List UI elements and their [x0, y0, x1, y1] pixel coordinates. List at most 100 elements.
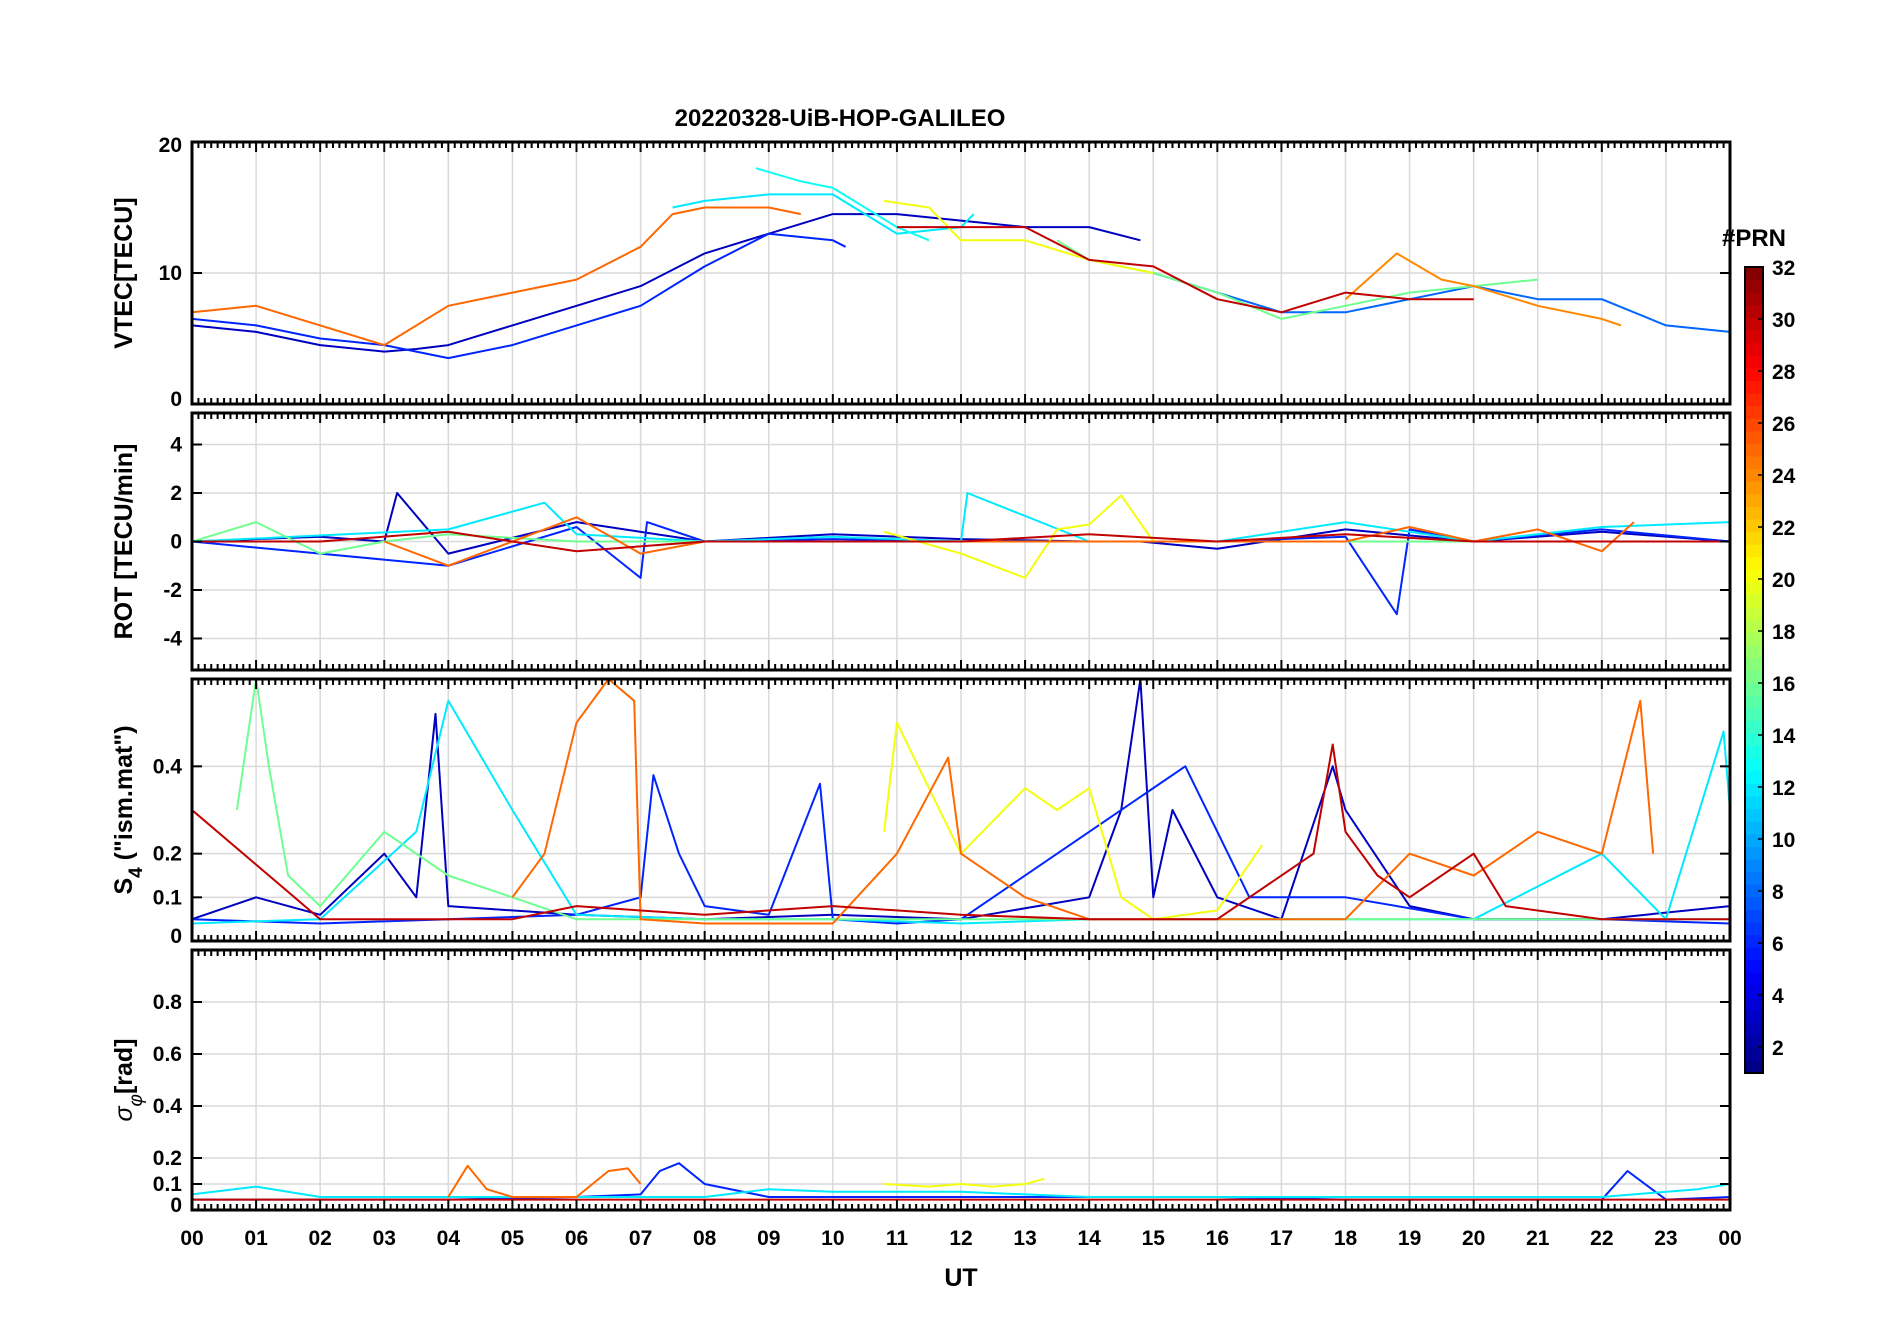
colorbar-tick-label: 14 — [1772, 725, 1796, 748]
series-line-prn-25 — [511, 679, 1655, 925]
colorbar-segment — [1745, 783, 1763, 797]
series-line-prn-30 — [192, 530, 1730, 553]
series-line-prn-30 — [896, 226, 1474, 314]
series-group — [192, 167, 1730, 360]
colorbar-segment — [1745, 292, 1763, 306]
colorbar-frame — [1744, 266, 1764, 1074]
colorbar-segment — [1745, 821, 1763, 835]
colorbar-segment — [1745, 1047, 1763, 1062]
colorbar-segment — [1745, 531, 1763, 545]
series-line-prn-13 — [755, 167, 930, 242]
y-tick-label: 10 — [159, 262, 182, 285]
x-tick-label: 09 — [757, 1227, 780, 1250]
colorbar-segment — [1745, 657, 1763, 671]
colorbar-tick-label: 6 — [1772, 933, 1784, 956]
colorbar-segment — [1745, 329, 1763, 344]
colorbar-segment — [1745, 418, 1763, 432]
colorbar-segment — [1745, 279, 1763, 293]
colorbar-segment — [1745, 430, 1763, 444]
x-tick-label: 21 — [1526, 1227, 1550, 1250]
colorbar-segment — [1745, 644, 1763, 659]
x-tick-label: 03 — [373, 1227, 396, 1250]
colorbar-segment — [1745, 720, 1763, 734]
y-tick-label: 0.2 — [153, 1147, 182, 1170]
y-tick-label: 0.1 — [153, 886, 183, 909]
series-line-prn-3 — [192, 213, 1141, 353]
series-line-prn-12 — [192, 492, 1730, 543]
x-tick-label: 04 — [437, 1227, 461, 1250]
colorbar-tick-label: 10 — [1772, 829, 1795, 852]
series-line-prn-20 — [883, 199, 1154, 274]
series-line-prn-16 — [235, 679, 1730, 921]
y-tick-label: 0.2 — [153, 843, 182, 866]
colorbar-title: #PRN — [1722, 225, 1786, 252]
panel-s4: 0 0.1 0.2 0.4 S4 ("ism.mat") — [110, 677, 1732, 948]
colorbar-segment — [1745, 997, 1763, 1011]
colorbar-segment — [1745, 1060, 1763, 1074]
series-line-prn-20 — [883, 494, 1155, 579]
colorbar-tick-label: 20 — [1772, 569, 1795, 592]
colorbar-tick-label: 18 — [1772, 621, 1796, 644]
colorbar-segment — [1745, 594, 1763, 608]
colorbar-segment — [1745, 770, 1763, 784]
y-tick-label: 0 — [170, 531, 182, 554]
colorbar-segment — [1745, 959, 1763, 973]
series-line-prn-30 — [192, 743, 1730, 921]
colorbar-segment — [1745, 896, 1763, 910]
colorbar-segment — [1745, 619, 1763, 633]
y-axis-label-s4: S4 ("ism.mat") — [110, 725, 147, 894]
colorbar-tick-label: 12 — [1772, 777, 1795, 800]
y-tick-label: 2 — [170, 482, 182, 505]
colorbar-segment — [1745, 909, 1763, 923]
y-tick-label: -4 — [163, 627, 182, 650]
colorbar-segment — [1745, 695, 1763, 709]
series-line-prn-12 — [192, 1183, 1730, 1198]
colorbar-tick-label: 2 — [1772, 1037, 1784, 1060]
colorbar-segment — [1745, 795, 1763, 810]
colorbar-tick-label: 32 — [1772, 257, 1795, 280]
colorbar-tick-label: 22 — [1772, 517, 1795, 540]
colorbar-tick-label: 28 — [1772, 361, 1796, 384]
x-tick-label: 23 — [1654, 1227, 1677, 1250]
colorbar-segment — [1745, 921, 1763, 936]
panel-sigma: 00.1 0.2 0.4 0.6 0.8 σφ[rad] — [110, 948, 1732, 1217]
x-tick-label: 15 — [1142, 1227, 1166, 1250]
colorbar-segment — [1745, 506, 1763, 520]
colorbar-segment — [1745, 707, 1763, 721]
colorbar-segment — [1745, 947, 1763, 961]
x-tick-label: 06 — [565, 1227, 588, 1250]
x-tick-label: 02 — [308, 1227, 331, 1250]
series-line-prn-12 — [192, 699, 1730, 925]
colorbar-segment — [1745, 984, 1763, 999]
series-group — [192, 492, 1730, 616]
x-tick-label: 13 — [1013, 1227, 1036, 1250]
y-axis-label-sigma: σφ[rad] — [110, 1038, 147, 1121]
colorbar-segment — [1745, 304, 1763, 318]
x-tick-label: 05 — [501, 1227, 525, 1250]
colorbar-segment — [1745, 581, 1763, 596]
y-tick-label: -2 — [163, 579, 182, 602]
colorbar-segment — [1745, 884, 1763, 898]
y-tick-label: 0.4 — [153, 1095, 183, 1118]
series-line-prn-20 — [884, 1177, 1045, 1188]
colorbar-segment — [1745, 443, 1763, 457]
panel-vtec: 0 10 20 VTEC[TECU] — [110, 134, 1732, 411]
panel-rot: -4 -2 0 2 4 ROT [TECU/min] — [110, 411, 1732, 672]
x-tick-label: 20 — [1462, 1227, 1485, 1250]
colorbar-segment — [1745, 342, 1763, 356]
colorbar-segment — [1745, 380, 1763, 394]
colorbar-segment — [1745, 455, 1763, 470]
colorbar-segment — [1745, 367, 1763, 381]
x-tick-label: 01 — [244, 1227, 268, 1250]
colorbar-segment — [1745, 682, 1763, 696]
x-tick-label: 22 — [1590, 1227, 1613, 1250]
y-axis-label-rot: ROT [TECU/min] — [110, 444, 138, 640]
y-tick-label: 0 — [170, 925, 182, 948]
colorbar-segment — [1745, 846, 1763, 860]
y-tick-label: 0 — [170, 388, 182, 411]
x-tick-label: 00 — [1718, 1227, 1741, 1250]
colorbar-segment — [1745, 670, 1763, 684]
x-tick-label: 17 — [1270, 1227, 1293, 1250]
colorbar-segment — [1745, 745, 1763, 759]
